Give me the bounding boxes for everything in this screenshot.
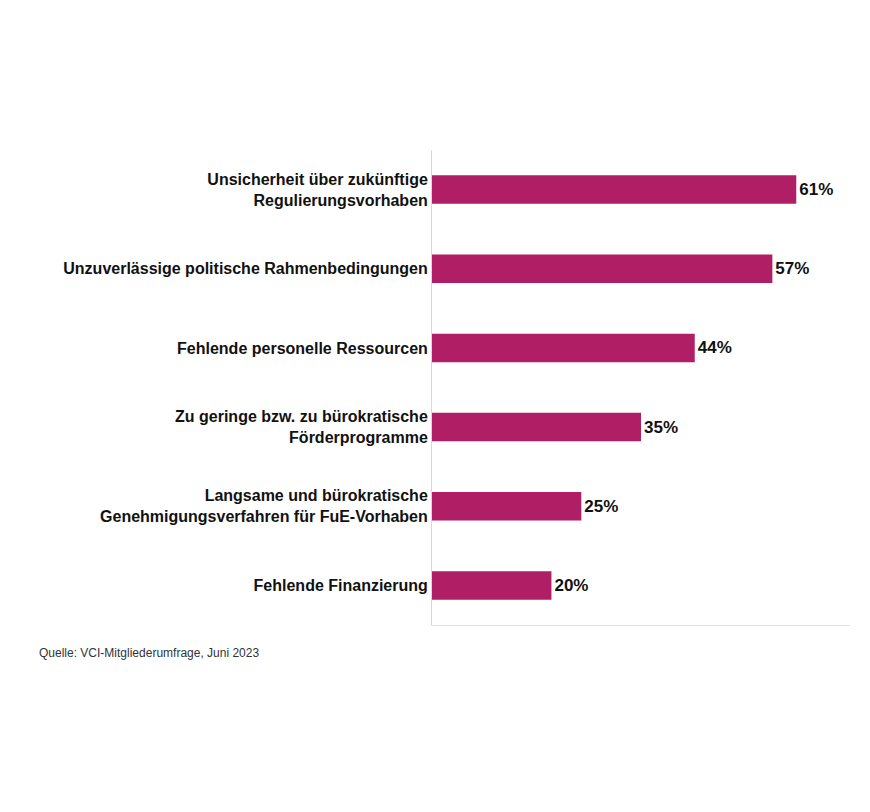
svg-text:20%: 20% — [554, 576, 588, 595]
svg-text:44%: 44% — [698, 338, 732, 357]
svg-text:Unsicherheit über zukünftigeRe: Unsicherheit über zukünftigeRegulierungs… — [207, 171, 428, 209]
svg-text:61%: 61% — [799, 180, 833, 199]
svg-text:Fehlende personelle Ressourcen: Fehlende personelle Ressourcen — [177, 340, 428, 357]
svg-text:Fehlende Finanzierung: Fehlende Finanzierung — [254, 577, 428, 594]
svg-text:35%: 35% — [644, 418, 678, 437]
svg-text:Zu geringe bzw. zu bürokratisc: Zu geringe bzw. zu bürokratischeFörderpr… — [175, 408, 428, 446]
svg-text:Quelle: VCI-Mitgliederumfrage,: Quelle: VCI-Mitgliederumfrage, Juni 2023 — [39, 646, 259, 660]
svg-text:57%: 57% — [775, 259, 809, 278]
svg-text:Langsame und bürokratischeGene: Langsame und bürokratischeGenehmigungsve… — [100, 487, 428, 525]
svg-text:Unzuverlässige politische Rahm: Unzuverlässige politische Rahmenbedingun… — [63, 260, 428, 277]
svg-text:25%: 25% — [584, 497, 618, 516]
